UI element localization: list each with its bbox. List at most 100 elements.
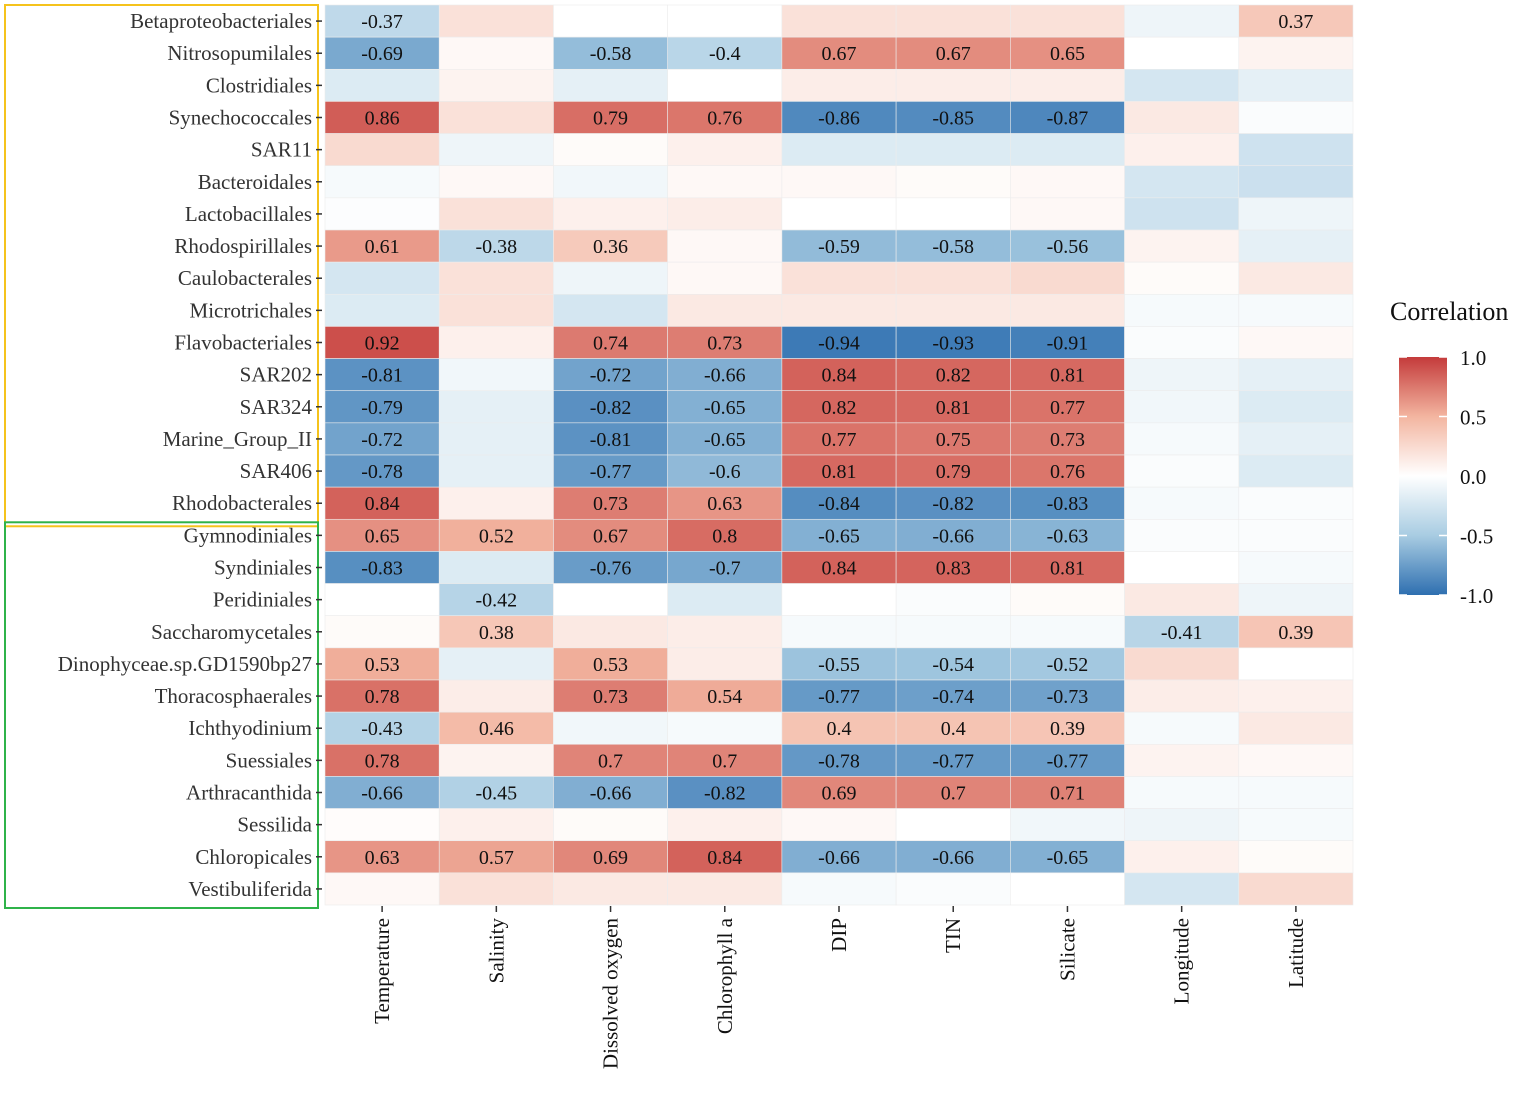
row-label: Microtrichales bbox=[190, 298, 312, 322]
cell-value-label: 0.65 bbox=[365, 525, 400, 547]
heatmap-cell bbox=[1124, 390, 1240, 424]
cell-value-label: -0.86 bbox=[818, 108, 860, 130]
cell-value-label: 0.69 bbox=[593, 847, 628, 869]
heatmap-cell bbox=[324, 583, 440, 617]
heatmap-cell bbox=[1238, 679, 1354, 713]
cell-value-label: -0.78 bbox=[361, 461, 403, 483]
heatmap-cell bbox=[324, 165, 440, 199]
row-label: Ichthyodinium bbox=[188, 716, 312, 740]
heatmap-cell bbox=[1238, 518, 1354, 552]
cell-value-label: 0.81 bbox=[936, 397, 971, 419]
heatmap-cell bbox=[667, 197, 783, 231]
heatmap-cell bbox=[667, 454, 783, 488]
heatmap-cell bbox=[1124, 679, 1240, 713]
cell-value-label: 0.65 bbox=[1050, 43, 1085, 65]
heatmap-cell bbox=[1010, 390, 1125, 424]
heatmap-cell bbox=[667, 165, 783, 199]
heatmap-cell bbox=[895, 518, 1011, 552]
heatmap-cell bbox=[1124, 872, 1240, 906]
cell-value-label: -0.87 bbox=[1047, 108, 1089, 130]
cell-value-label: 0.78 bbox=[365, 686, 400, 708]
heatmap-cell bbox=[781, 422, 897, 456]
heatmap-cell bbox=[1238, 36, 1354, 70]
cell-value-label: 0.61 bbox=[365, 236, 400, 258]
group-1-frame bbox=[4, 4, 319, 528]
cell-value-label: 0.46 bbox=[479, 718, 514, 740]
cell-value-label: -0.66 bbox=[361, 783, 403, 805]
heatmap-cell bbox=[781, 551, 897, 584]
heatmap-cell bbox=[553, 808, 668, 842]
column-label: Dissolved oxygen bbox=[599, 918, 623, 1070]
heatmap-cell bbox=[667, 711, 783, 745]
heatmap-cell bbox=[324, 133, 440, 167]
heatmap-cell bbox=[1238, 293, 1354, 327]
cell-value-label: 0.76 bbox=[707, 108, 742, 130]
heatmap-cell bbox=[667, 229, 783, 263]
cell-value-label: 0.4 bbox=[827, 718, 852, 740]
cell-value-label: 0.82 bbox=[936, 365, 971, 387]
heatmap-cell bbox=[1010, 679, 1125, 713]
heatmap-cell bbox=[1124, 133, 1240, 167]
heatmap-cell bbox=[438, 743, 554, 777]
heatmap-cell bbox=[781, 229, 897, 263]
heatmap-cell bbox=[667, 358, 783, 392]
heatmap-cell bbox=[1238, 872, 1354, 906]
heatmap-cell bbox=[1124, 68, 1240, 102]
heatmap-cell bbox=[553, 390, 668, 424]
heatmap-cell bbox=[553, 261, 668, 295]
heatmap-cells: -0.37 0.37 -0.69 -0.58 -0.4 0.67 0.67 0.65 0.86 0… bbox=[324, 4, 1354, 906]
heatmap-cell bbox=[895, 679, 1011, 713]
heatmap-cell bbox=[781, 68, 897, 102]
heatmap-cell bbox=[895, 165, 1011, 199]
cell-value-label: 0.76 bbox=[1050, 461, 1085, 483]
heatmap-cell bbox=[1238, 647, 1354, 681]
cell-value-label: 0.83 bbox=[936, 558, 971, 580]
cell-value-label: 0.54 bbox=[707, 686, 742, 708]
heatmap-cell bbox=[1124, 454, 1240, 488]
heatmap-cell bbox=[895, 36, 1011, 70]
heatmap-cell bbox=[324, 326, 440, 359]
heatmap-cell bbox=[667, 326, 783, 359]
column-label: Latitude bbox=[1284, 918, 1308, 988]
heatmap-cell bbox=[324, 679, 440, 713]
cell-value-label: 0.78 bbox=[365, 750, 400, 772]
cell-value-label: 0.84 bbox=[365, 493, 400, 515]
heatmap-cell bbox=[781, 326, 897, 359]
cell-value-label: 0.75 bbox=[936, 429, 971, 451]
heatmap-cell bbox=[895, 261, 1011, 295]
heatmap-cell bbox=[1124, 358, 1240, 392]
heatmap-cell bbox=[895, 615, 1011, 649]
legend-title: Correlation bbox=[1390, 297, 1508, 326]
row-label: Betaproteobacteriales bbox=[130, 9, 312, 33]
cell-value-label: -0.66 bbox=[818, 847, 860, 869]
heatmap-cell bbox=[324, 518, 440, 552]
column-label: Longitude bbox=[1170, 918, 1194, 1004]
heatmap-cell bbox=[667, 647, 783, 681]
heatmap-cell bbox=[895, 293, 1011, 327]
heatmap-cell bbox=[1010, 101, 1125, 134]
heatmap-cell bbox=[553, 68, 668, 102]
heatmap-cell bbox=[1238, 326, 1354, 359]
heatmap-cell bbox=[895, 390, 1011, 424]
heatmap-cell bbox=[781, 808, 897, 842]
heatmap-cell bbox=[553, 293, 668, 327]
row-label: Rhodospirillales bbox=[174, 234, 312, 258]
cell-value-label: -0.66 bbox=[932, 525, 974, 547]
cell-value-label: 0.8 bbox=[712, 525, 737, 547]
heatmap-cell bbox=[781, 133, 897, 167]
legend-tick-label: -0.5 bbox=[1460, 525, 1493, 549]
heatmap-cell bbox=[895, 68, 1011, 102]
row-label: Clostridiales bbox=[206, 73, 312, 97]
cell-value-label: 0.57 bbox=[479, 847, 514, 869]
heatmap-cell bbox=[1010, 518, 1125, 552]
cell-value-label: -0.85 bbox=[932, 108, 974, 130]
heatmap-cell bbox=[895, 583, 1011, 617]
heatmap-cell bbox=[895, 358, 1011, 392]
heatmap-cell bbox=[553, 36, 668, 70]
cell-value-label: -0.94 bbox=[818, 333, 860, 355]
heatmap-cell bbox=[438, 551, 554, 584]
heatmap-cell bbox=[1124, 36, 1240, 70]
cell-value-label: -0.79 bbox=[361, 397, 403, 419]
heatmap-cell bbox=[553, 326, 668, 359]
legend-tick-label: 1.0 bbox=[1460, 346, 1486, 370]
